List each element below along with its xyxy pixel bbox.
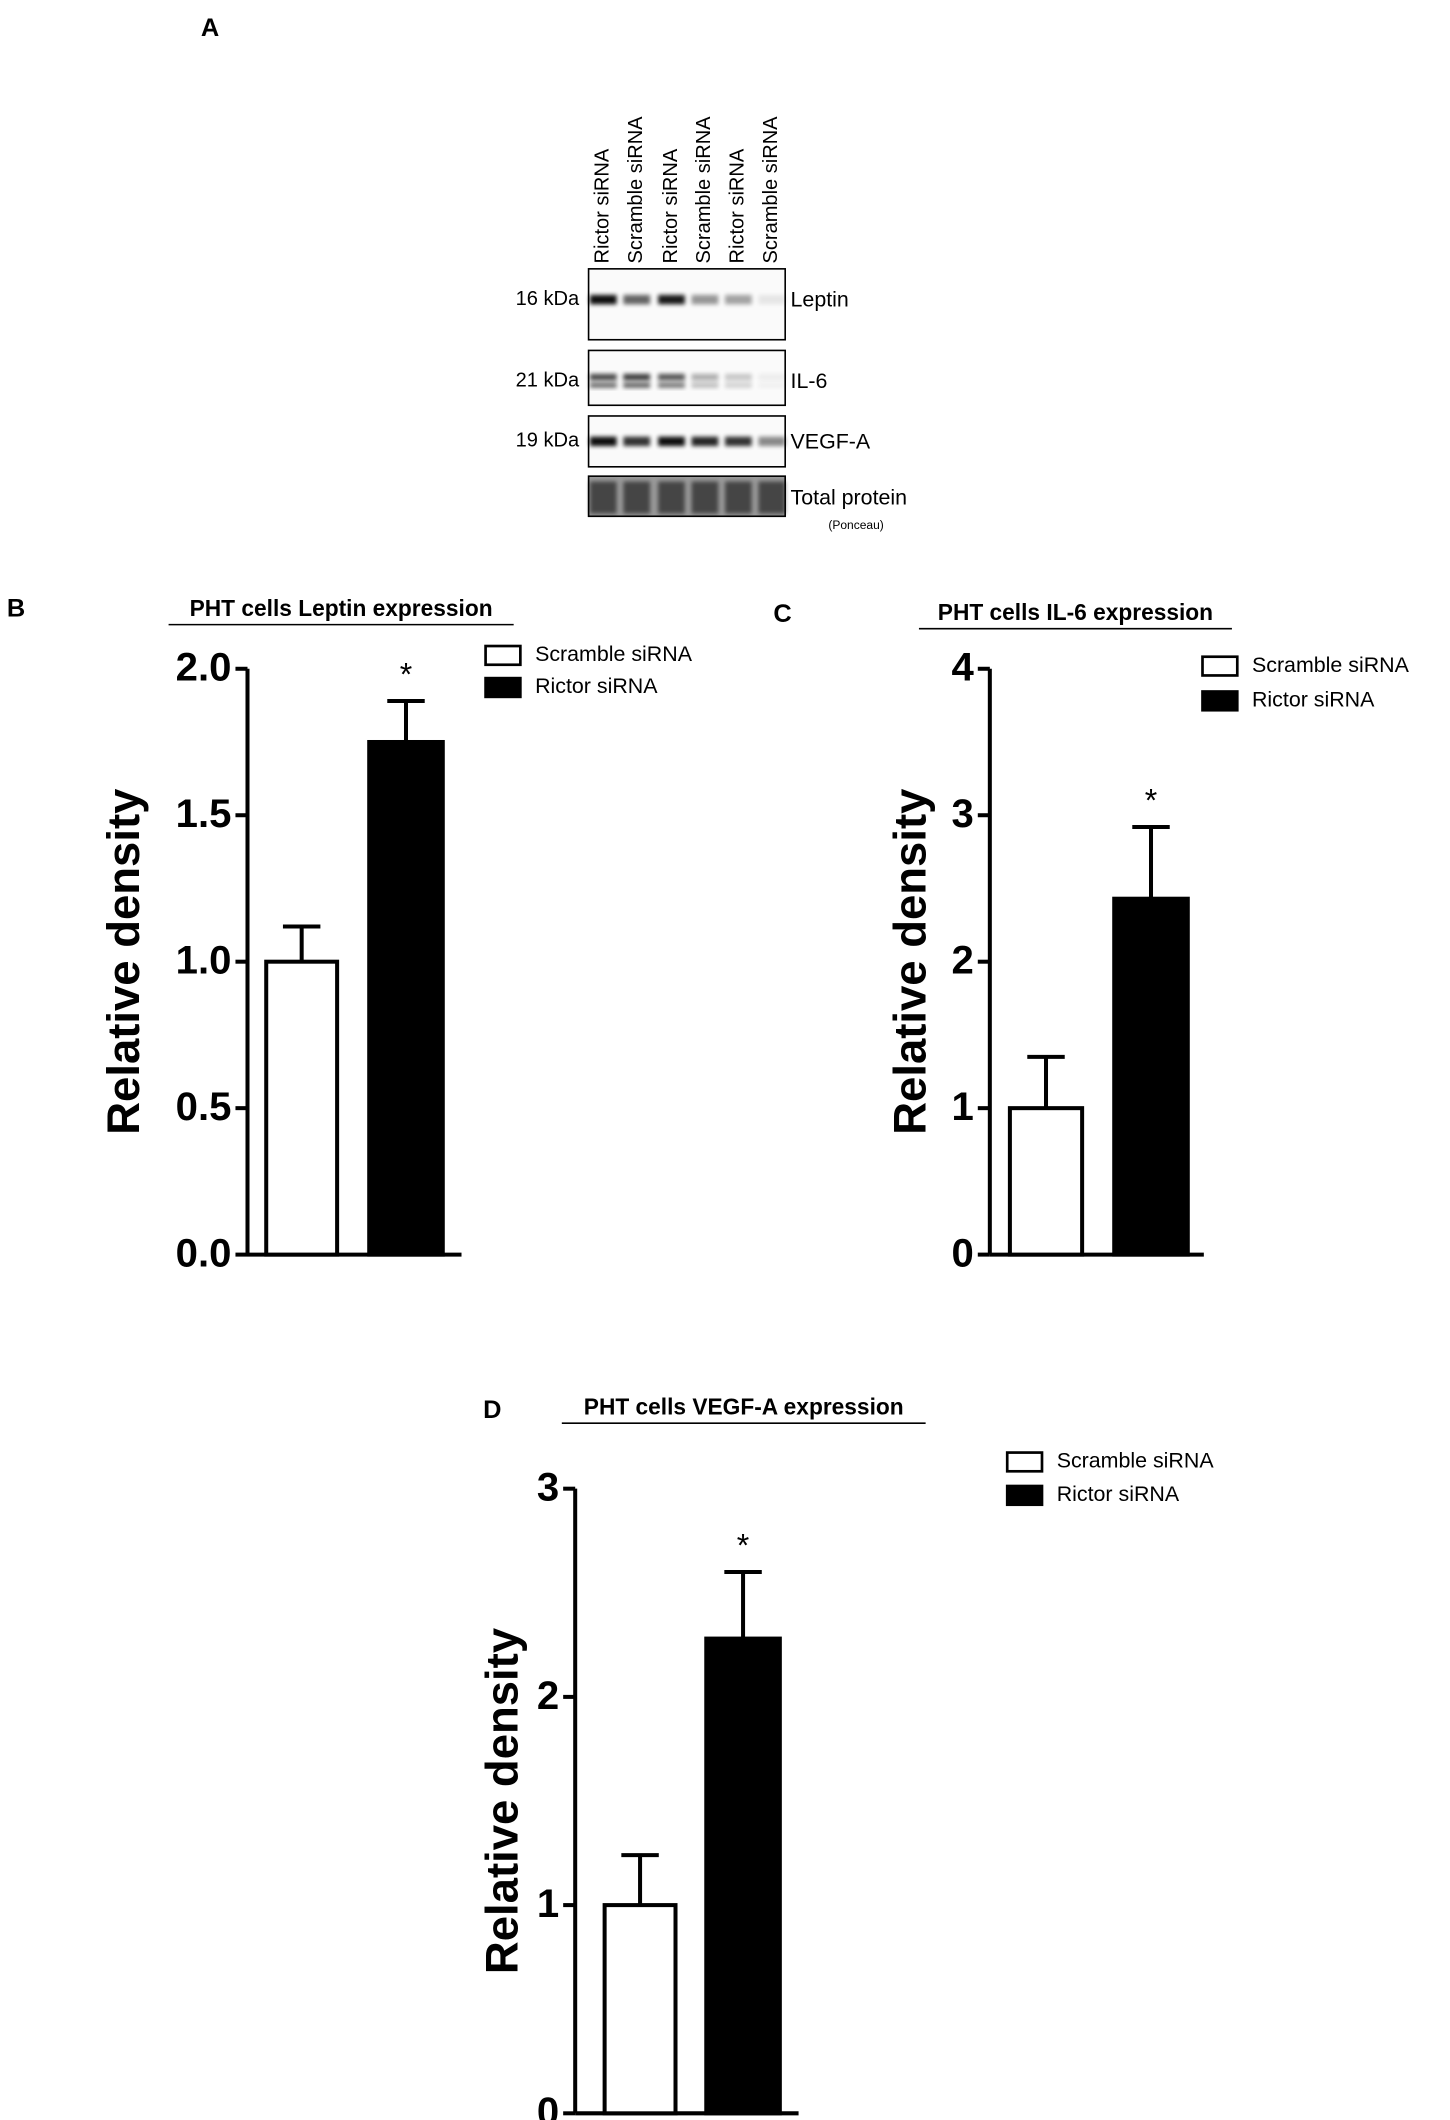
y-tick-label: 3 — [951, 791, 973, 836]
band-label: VEGF-A — [791, 429, 871, 453]
y-tick-label: 0 — [537, 2089, 559, 2120]
y-tick-label: 1.0 — [176, 938, 232, 983]
y-tick-label: 1 — [537, 1881, 559, 1926]
y-tick-label: 1.5 — [176, 791, 232, 836]
blot-band — [758, 294, 786, 305]
band-label: Total protein — [791, 486, 908, 510]
legend-swatch — [1005, 1451, 1044, 1473]
lane-label: Rictor siRNA — [727, 148, 749, 263]
blot-band — [758, 481, 786, 514]
lane-label: Scramble siRNA — [760, 116, 782, 264]
blot-band — [589, 382, 617, 388]
blot-band — [658, 294, 685, 305]
y-tick-label: 2.0 — [176, 645, 232, 690]
chart-title: PHT cells Leptin expression — [190, 595, 493, 621]
legend-swatch — [1201, 690, 1239, 712]
blot-band — [725, 481, 752, 514]
blot-box — [587, 415, 786, 468]
blot-band — [758, 373, 786, 381]
blot-band — [758, 382, 786, 388]
blot-band — [725, 294, 752, 305]
bar — [1112, 896, 1190, 1257]
y-axis-label: Relative density — [477, 1627, 528, 1974]
blot-band — [623, 481, 651, 514]
blot-band — [658, 436, 685, 447]
band-label: Leptin — [791, 288, 849, 312]
blot-band — [691, 382, 719, 388]
y-axis-label: Relative density — [885, 788, 936, 1135]
blot-band — [623, 294, 651, 305]
legend-swatch — [1201, 655, 1239, 677]
panel-label: A — [201, 14, 219, 42]
bar — [367, 739, 445, 1257]
legend-label: Scramble siRNA — [1057, 1449, 1215, 1473]
y-tick-label: 2 — [951, 938, 973, 983]
blot-box — [587, 268, 786, 341]
significance-mark: * — [1145, 782, 1158, 818]
legend-swatch — [1005, 1484, 1044, 1507]
lane-label: Scramble siRNA — [625, 116, 647, 264]
y-tick-label: 1 — [951, 1084, 973, 1129]
legend-label: Rictor siRNA — [1252, 688, 1375, 712]
blot-band — [691, 294, 719, 305]
panel-label: B — [7, 595, 25, 623]
blot-band — [725, 436, 752, 447]
blot-band — [589, 373, 617, 381]
chart-title: PHT cells IL-6 expression — [938, 599, 1213, 625]
blot-band — [725, 373, 752, 381]
legend-label: Scramble siRNA — [1252, 653, 1410, 677]
legend-label: Rictor siRNA — [535, 674, 658, 698]
blot-band — [691, 373, 719, 381]
significance-mark: * — [400, 656, 413, 692]
blot-band — [691, 436, 719, 447]
legend-label: Scramble siRNA — [535, 642, 693, 666]
band-size: 21 kDa — [516, 369, 580, 391]
blot-band — [691, 481, 719, 514]
significance-mark: * — [737, 1527, 750, 1563]
band-label: IL-6 — [791, 369, 828, 393]
y-axis-label: Relative density — [98, 788, 149, 1135]
y-tick-label: 4 — [951, 645, 974, 690]
blot-band — [658, 481, 685, 514]
lane-label: Rictor siRNA — [592, 148, 614, 263]
band-size: 19 kDa — [516, 430, 580, 452]
bar — [1007, 1106, 1085, 1257]
panel-label: C — [773, 600, 791, 628]
blot-box — [587, 475, 786, 518]
blot-band — [623, 382, 651, 388]
blot-band — [589, 481, 617, 514]
band-note: (Ponceau) — [828, 518, 883, 532]
lane-label: Rictor siRNA — [660, 148, 682, 263]
blot-box — [587, 349, 786, 407]
band-size: 16 kDa — [516, 288, 580, 310]
legend-swatch — [484, 676, 522, 699]
bar — [602, 1903, 678, 2116]
y-tick-label: 0.5 — [176, 1084, 232, 1129]
y-tick-label: 0.0 — [176, 1231, 232, 1276]
blot-band — [758, 436, 786, 447]
panel-label: D — [483, 1396, 501, 1424]
blot-band — [658, 382, 685, 388]
y-tick-label: 0 — [951, 1231, 973, 1276]
bar — [264, 959, 340, 1257]
y-tick-label: 2 — [537, 1673, 559, 1718]
lane-label: Scramble siRNA — [693, 116, 715, 264]
blot-band — [623, 436, 651, 447]
blot-band — [589, 294, 617, 305]
blot-band — [725, 382, 752, 388]
y-tick-label: 3 — [537, 1465, 559, 1510]
blot-band — [589, 436, 617, 447]
legend-label: Rictor siRNA — [1057, 1482, 1180, 1506]
blot-band — [623, 373, 651, 381]
blot-band — [658, 373, 685, 381]
chart-title: PHT cells VEGF-A expression — [584, 1393, 904, 1419]
bar — [704, 1636, 782, 2116]
legend-swatch — [484, 644, 522, 667]
